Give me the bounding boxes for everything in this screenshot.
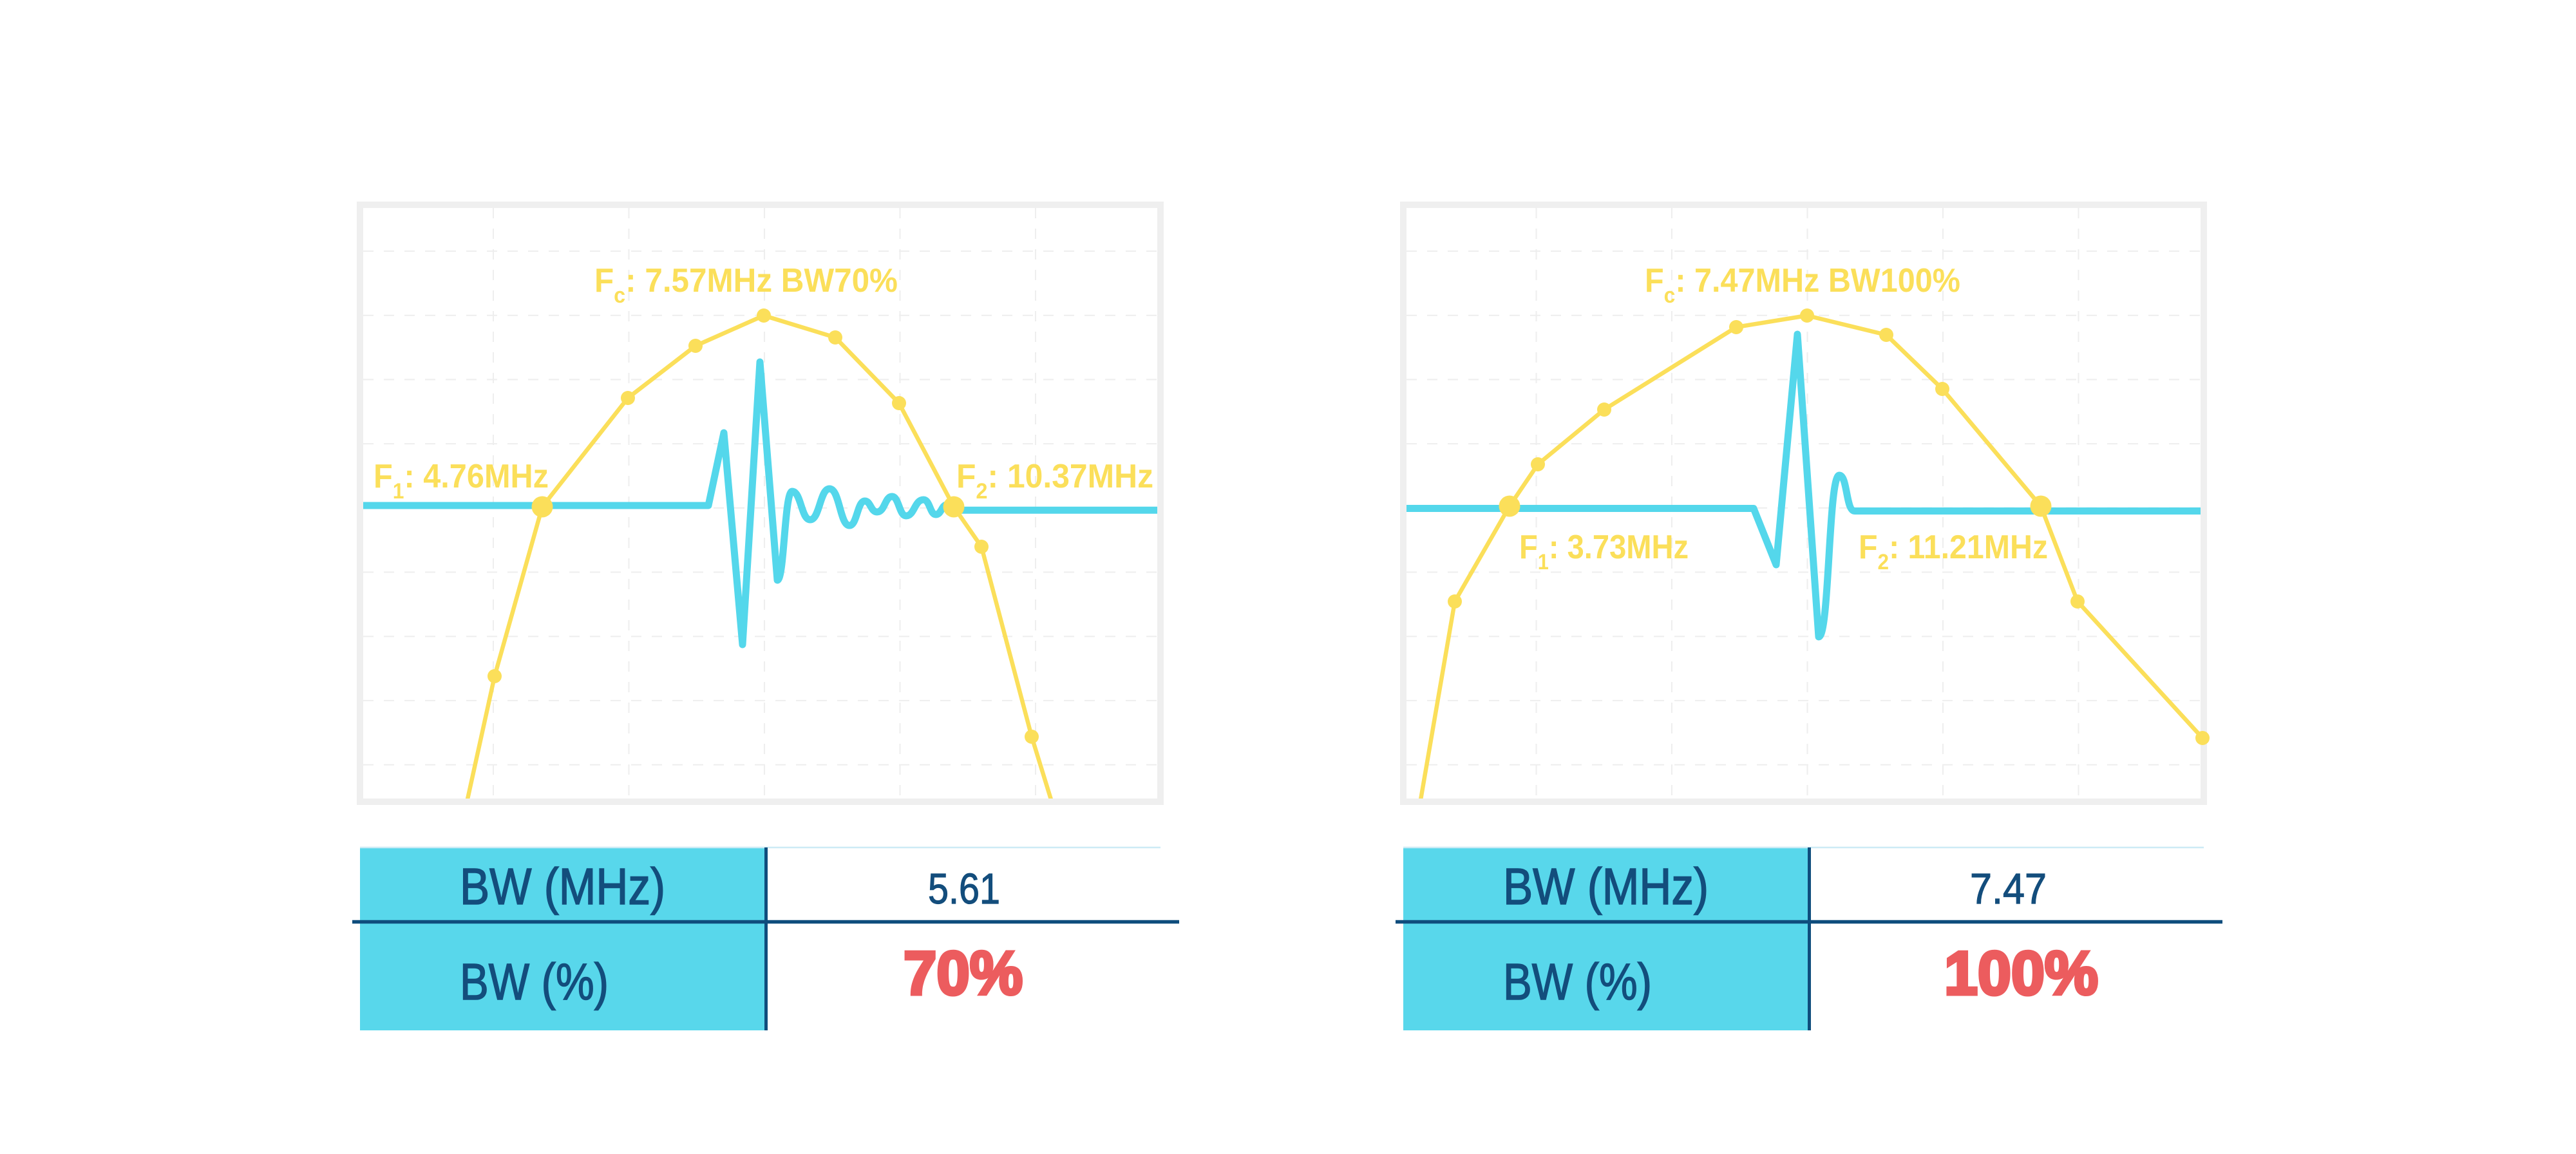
svg-text:Fc: 7.57MHz BW70%: Fc: 7.57MHz BW70% bbox=[594, 262, 898, 308]
svg-text:BW (%): BW (%) bbox=[1503, 953, 1652, 1010]
svg-text:100%: 100% bbox=[1944, 939, 2098, 1008]
svg-text:F1: 3.73MHz: F1: 3.73MHz bbox=[1519, 529, 1689, 574]
svg-text:F1: 4.76MHz: F1: 4.76MHz bbox=[374, 458, 549, 504]
svg-text:F2: 11.21MHz: F2: 11.21MHz bbox=[1859, 529, 2048, 574]
svg-text:5.61: 5.61 bbox=[928, 865, 1000, 913]
svg-text:Fc: 7.47MHz BW100%: Fc: 7.47MHz BW100% bbox=[1645, 262, 1960, 308]
svg-text:F2: 10.37MHz: F2: 10.37MHz bbox=[956, 458, 1153, 504]
svg-text:BW (%): BW (%) bbox=[460, 953, 609, 1010]
svg-text:7.47: 7.47 bbox=[1970, 865, 2047, 913]
svg-text:70%: 70% bbox=[904, 939, 1023, 1008]
svg-text:BW (MHz): BW (MHz) bbox=[460, 858, 665, 915]
svg-text:BW (MHz): BW (MHz) bbox=[1503, 858, 1709, 915]
